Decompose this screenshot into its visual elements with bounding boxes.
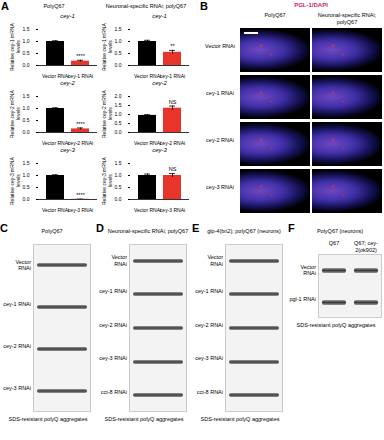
svg-text:1.5: 1.5 <box>115 160 122 166</box>
svg-text:0.5: 0.5 <box>23 117 30 123</box>
svg-text:Vector RNAi: Vector RNAi <box>42 140 69 146</box>
svg-text:0.0: 0.0 <box>115 196 122 202</box>
html-text:F: F <box>288 222 295 234</box>
svg-text:1.5: 1.5 <box>115 102 122 108</box>
html-text:cct-8 RNAi: cct-8 RNAi <box>196 388 223 395</box>
html-text:cey-2 RNAi: cey-2 RNAi <box>206 137 234 143</box>
html-text:cey-1: cey-1 <box>152 13 167 19</box>
html-text:pgl-1 RNAi: pgl-1 RNAi <box>289 295 316 302</box>
svg-text:NS: NS <box>169 99 177 105</box>
svg-text:0.5: 0.5 <box>115 184 122 190</box>
html-text:cey-3 RNAi: cey-3 RNAi <box>99 355 127 362</box>
html-text:SDS-resistant polyQ aggregates: SDS-resistant polyQ aggregates <box>296 322 376 328</box>
svg-text:Vector RNAi: Vector RNAi <box>42 207 69 213</box>
svg-text:cey-2 RNAi: cey-2 RNAi <box>160 140 185 146</box>
html-text:cey-1 RNAi: cey-1 RNAi <box>99 287 127 294</box>
svg-text:0.0: 0.0 <box>115 129 122 135</box>
svg-text:1.5: 1.5 <box>115 26 122 32</box>
svg-text:Vector RNAi: Vector RNAi <box>134 140 161 146</box>
html-text:Vector RNAi: Vector RNAi <box>300 263 316 276</box>
html-text:cey-3: cey-3 <box>60 147 75 153</box>
html-text:cey-2 RNAi: cey-2 RNAi <box>195 321 223 328</box>
html-text:SDS-resistant polyQ aggregates: SDS-resistant polyQ aggregates <box>200 416 280 422</box>
svg-text:1.0: 1.0 <box>23 38 30 44</box>
html-text:Vector RNAi: Vector RNAi <box>111 254 127 267</box>
html-text:PolyQ67: PolyQ67 <box>43 3 65 9</box>
html-text:SDS-resistant polyQ aggregates: SDS-resistant polyQ aggregates <box>8 416 88 422</box>
svg-text:0.0: 0.0 <box>23 62 30 68</box>
html-text:cey-2 RNAi: cey-2 RNAi <box>99 321 127 328</box>
html-text:Vector RNAi: Vector RNAi <box>205 43 235 49</box>
svg-text:NS: NS <box>169 166 177 172</box>
html-text:cct-8 RNAi: cct-8 RNAi <box>100 388 127 395</box>
svg-text:1.0: 1.0 <box>115 38 122 44</box>
svg-text:0.5: 0.5 <box>115 50 122 56</box>
svg-text:1.0: 1.0 <box>23 105 30 111</box>
html-text:cey-2 RNAi: cey-2 RNAi <box>3 342 31 349</box>
svg-text:0.5: 0.5 <box>23 50 30 56</box>
svg-text:**: ** <box>170 43 175 49</box>
html-text:Neuronal-specific RNAi; polyQ6: Neuronal-specific RNAi; polyQ67 <box>317 12 377 25</box>
svg-text:cey-1 RNAi: cey-1 RNAi <box>68 73 93 79</box>
svg-text:1.5: 1.5 <box>23 93 30 99</box>
html-text:cey-1: cey-1 <box>60 13 75 19</box>
html-text:C: C <box>0 222 8 234</box>
html-text:Relative cey-2 mRNA levels: Relative cey-2 mRNA levels <box>101 90 113 138</box>
html-text:A: A <box>1 0 9 12</box>
html-text:Relative cey-2 mRNA levels: Relative cey-2 mRNA levels <box>9 90 21 138</box>
html-text:cey-1 RNAi: cey-1 RNAi <box>195 287 223 294</box>
svg-text:1.5: 1.5 <box>23 160 30 166</box>
html-text:cey-1 RNAi: cey-1 RNAi <box>206 90 234 96</box>
svg-text:1.0: 1.0 <box>23 172 30 178</box>
svg-text:cey-2 RNAi: cey-2 RNAi <box>68 140 93 146</box>
svg-text:Vector RNAi: Vector RNAi <box>134 73 161 79</box>
svg-text:Vector RNAi: Vector RNAi <box>42 73 69 79</box>
html-text:cey-3 RNAi: cey-3 RNAi <box>195 355 223 362</box>
svg-text:0.0: 0.0 <box>115 62 122 68</box>
svg-text:1.0: 1.0 <box>115 111 122 117</box>
html-text:Vector RNAi: Vector RNAi <box>207 254 223 267</box>
svg-text:0.5: 0.5 <box>115 120 122 126</box>
svg-text:0.0: 0.0 <box>23 129 30 135</box>
html-text:glp-4(bn2); polyQ67 (neurons): glp-4(bn2); polyQ67 (neurons) <box>207 228 281 234</box>
html-text:Vector RNAi: Vector RNAi <box>15 258 31 271</box>
svg-text:****: **** <box>76 53 85 59</box>
html-text:Neuronal-specific RNAi; polyQ6: Neuronal-specific RNAi; polyQ67 <box>105 3 187 9</box>
html-text:cey-1 RNAi: cey-1 RNAi <box>3 300 31 307</box>
svg-text:cey-3 RNAi: cey-3 RNAi <box>68 207 93 213</box>
html-text:Q67: Q67 <box>328 240 340 246</box>
html-text:cey-3: cey-3 <box>152 147 167 153</box>
html-text:cey-3 RNAi: cey-3 RNAi <box>206 184 234 190</box>
html-text:B: B <box>200 0 208 12</box>
html-text:cey-2: cey-2 <box>60 80 75 86</box>
svg-text:Vector RNAi: Vector RNAi <box>134 207 161 213</box>
svg-text:****: **** <box>76 192 85 198</box>
html-text:PolyQ67 (neurons): PolyQ67 (neurons) <box>316 228 364 234</box>
html-text:PolyQ67: PolyQ67 <box>41 228 63 234</box>
svg-text:1.0: 1.0 <box>115 172 122 178</box>
html-text:PolyQ67: PolyQ67 <box>264 12 286 18</box>
svg-text:0.5: 0.5 <box>23 184 30 190</box>
html-text:Relative cey-3 mRNA levels: Relative cey-3 mRNA levels <box>9 157 21 205</box>
html-text:Relative cey-3 mRNA levels: Relative cey-3 mRNA levels <box>101 157 113 205</box>
html-text:cey-2: cey-2 <box>152 80 167 86</box>
html-text:E: E <box>192 222 200 234</box>
html-text:Relative cey-1 mRNA levels: Relative cey-1 mRNA levels <box>9 23 21 71</box>
svg-text:cey-1 RNAi: cey-1 RNAi <box>160 73 185 79</box>
svg-text:2.0: 2.0 <box>115 93 122 99</box>
svg-text:cey-3 RNAi: cey-3 RNAi <box>160 207 185 213</box>
svg-text:1.5: 1.5 <box>23 26 30 32</box>
svg-text:****: **** <box>76 121 85 127</box>
html-text:SDS-resistant polyQ aggregates: SDS-resistant polyQ aggregates <box>104 416 184 422</box>
html-text:PGL-1/DAPI: PGL-1/DAPI <box>294 2 328 8</box>
html-text:Relative cey-1 mRNA levels: Relative cey-1 mRNA levels <box>101 23 113 71</box>
svg-text:0.0: 0.0 <box>23 196 30 202</box>
html-text:Q67; cey-2(ok902): Q67; cey-2(ok902) <box>354 240 378 253</box>
html-text:cey-3 RNAi: cey-3 RNAi <box>3 384 31 391</box>
html-text:D Neuronal-specific RNAi; poly: D Neuronal-specific RNAi; polyQ67 <box>96 222 189 234</box>
